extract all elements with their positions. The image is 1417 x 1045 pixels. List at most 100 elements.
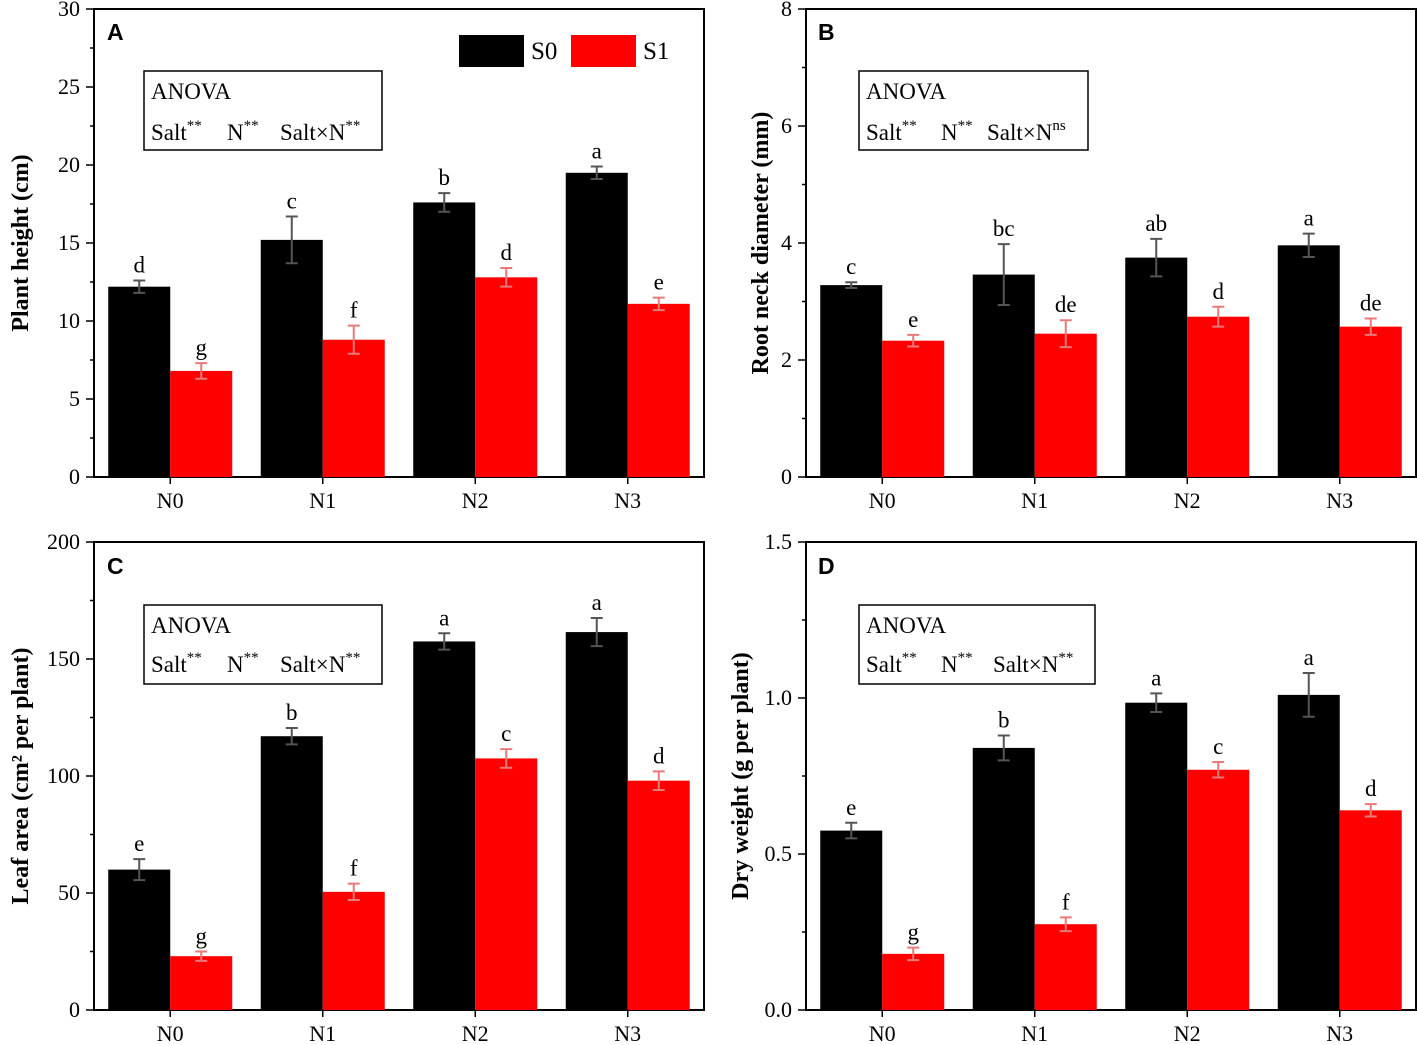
- chart-marks: 0 2 4 6 8 Root neck diameter (mm) N0 c e N1 bc de N2…: [748, 0, 1417, 513]
- bar-s1: [1187, 316, 1250, 477]
- significance-letter: de: [1055, 292, 1077, 317]
- error-bar: [1364, 317, 1377, 336]
- bar-s1: [1034, 924, 1097, 1010]
- significance-letter: a: [1304, 645, 1314, 670]
- anova-salt-sig: **: [187, 118, 202, 134]
- bar-s1: [1187, 769, 1250, 1010]
- x-tick-label: N3: [1326, 1021, 1353, 1045]
- panel-letter: B: [818, 19, 835, 45]
- anova-terms: Salt** N** Salt×N**: [866, 650, 1073, 677]
- error-bar: [590, 617, 603, 648]
- x-tick-label: N0: [869, 1021, 896, 1045]
- y-tick-label: 15: [58, 230, 80, 255]
- x-tick-label: N0: [157, 488, 184, 513]
- significance-letter: d: [653, 743, 665, 768]
- y-tick-label: 0.5: [765, 841, 793, 866]
- panel-letter: C: [107, 553, 124, 579]
- significance-letter: a: [439, 605, 449, 630]
- significance-letter: g: [196, 335, 208, 360]
- anova-title: ANOVA: [151, 613, 231, 638]
- bar-s0: [820, 830, 883, 1010]
- x-tick-label: N2: [462, 488, 489, 513]
- chart-marks: 0 5 10 15 20 25 30 Plant height (cm) N0 d g N1 c f N2 b…: [8, 0, 705, 513]
- bar-s0: [413, 202, 476, 477]
- significance-letter: f: [1062, 889, 1070, 914]
- panel-letter: A: [107, 19, 124, 45]
- bar-s1: [882, 340, 945, 477]
- x-tick-label: N3: [614, 488, 641, 513]
- anova-box: ANOVA Salt** N** Salt×N**: [858, 604, 1096, 685]
- y-tick-label: 2: [781, 347, 792, 372]
- error-bar: [500, 266, 513, 288]
- error-bar: [590, 165, 603, 181]
- error-bar: [347, 324, 360, 355]
- bar-s1: [322, 891, 385, 1010]
- panel-letter: D: [818, 553, 835, 579]
- bar-s1: [1034, 333, 1097, 477]
- anova-interaction-sig: **: [1058, 650, 1073, 666]
- anova-n-sig: **: [958, 118, 973, 134]
- bar-s1: [170, 370, 233, 477]
- error-bar: [1150, 237, 1163, 278]
- significance-letter: e: [908, 307, 918, 332]
- bar-s1: [1339, 326, 1402, 477]
- significance-letter: g: [908, 920, 920, 945]
- significance-letter: ab: [1145, 211, 1167, 236]
- significance-letter: g: [196, 924, 208, 949]
- anova-title: ANOVA: [866, 613, 946, 638]
- panel-b: 0 2 4 6 8 Root neck diameter (mm) N0 c e N1 bc de N2…: [748, 0, 1417, 513]
- bar-s0: [260, 239, 323, 477]
- anova-interaction: Salt×N: [993, 652, 1059, 677]
- anova-title: ANOVA: [151, 79, 231, 104]
- significance-letter: b: [439, 165, 451, 190]
- anova-salt-sig: **: [902, 650, 917, 666]
- y-tick-label: 0: [69, 464, 80, 489]
- bar-s0: [1277, 694, 1340, 1010]
- y-tick-label: 5: [69, 386, 80, 411]
- error-bar: [652, 770, 665, 792]
- chart-marks: 0 50 100 150 200 Leaf area (cm² per plant) N0 e…: [8, 529, 705, 1045]
- anova-title: ANOVA: [866, 79, 946, 104]
- anova-interaction-sig: **: [345, 650, 360, 666]
- significance-letter: a: [1304, 206, 1314, 231]
- y-tick-label: 150: [47, 646, 80, 671]
- anova-salt: Salt: [866, 652, 902, 677]
- anova-box: ANOVA Salt** N** Salt×N**: [143, 604, 383, 685]
- y-tick-label: 10: [58, 308, 80, 333]
- significance-letter: c: [846, 254, 856, 279]
- error-bar: [1212, 760, 1225, 779]
- error-bar: [1302, 672, 1315, 718]
- error-bar: [1364, 803, 1377, 818]
- significance-letter: d: [501, 240, 513, 265]
- anova-n: N: [941, 120, 958, 145]
- significance-letter: d: [1213, 279, 1225, 304]
- legend-label-s0: S0: [531, 38, 557, 65]
- error-bar: [285, 215, 298, 265]
- y-tick-label: 30: [58, 0, 80, 21]
- anova-box-frame: [143, 70, 383, 151]
- error-bar: [997, 734, 1010, 762]
- x-tick-label: N0: [157, 1021, 184, 1045]
- anova-interaction: Salt×N: [280, 652, 346, 677]
- y-axis-label: Leaf area (cm² per plant): [8, 648, 34, 905]
- x-tick-label: N2: [462, 1021, 489, 1045]
- anova-salt: Salt: [151, 652, 187, 677]
- y-tick-label: 100: [47, 763, 80, 788]
- anova-box: ANOVA Salt** N** Salt×Nns: [858, 70, 1089, 151]
- bar-s1: [882, 953, 945, 1010]
- y-tick-label: 0: [781, 464, 792, 489]
- y-tick-label: 6: [781, 113, 792, 138]
- y-tick-label: 20: [58, 152, 80, 177]
- significance-letter: a: [592, 139, 602, 164]
- error-bar: [438, 632, 451, 651]
- bar-s0: [820, 285, 883, 477]
- anova-terms: Salt** N** Salt×N**: [151, 118, 360, 145]
- x-tick-label: N2: [1174, 488, 1201, 513]
- error-bar: [997, 243, 1010, 307]
- error-bar: [438, 192, 451, 213]
- bar-s1: [627, 303, 690, 477]
- anova-salt: Salt: [866, 120, 902, 145]
- anova-n: N: [227, 120, 244, 145]
- x-tick-label: N2: [1174, 1021, 1201, 1045]
